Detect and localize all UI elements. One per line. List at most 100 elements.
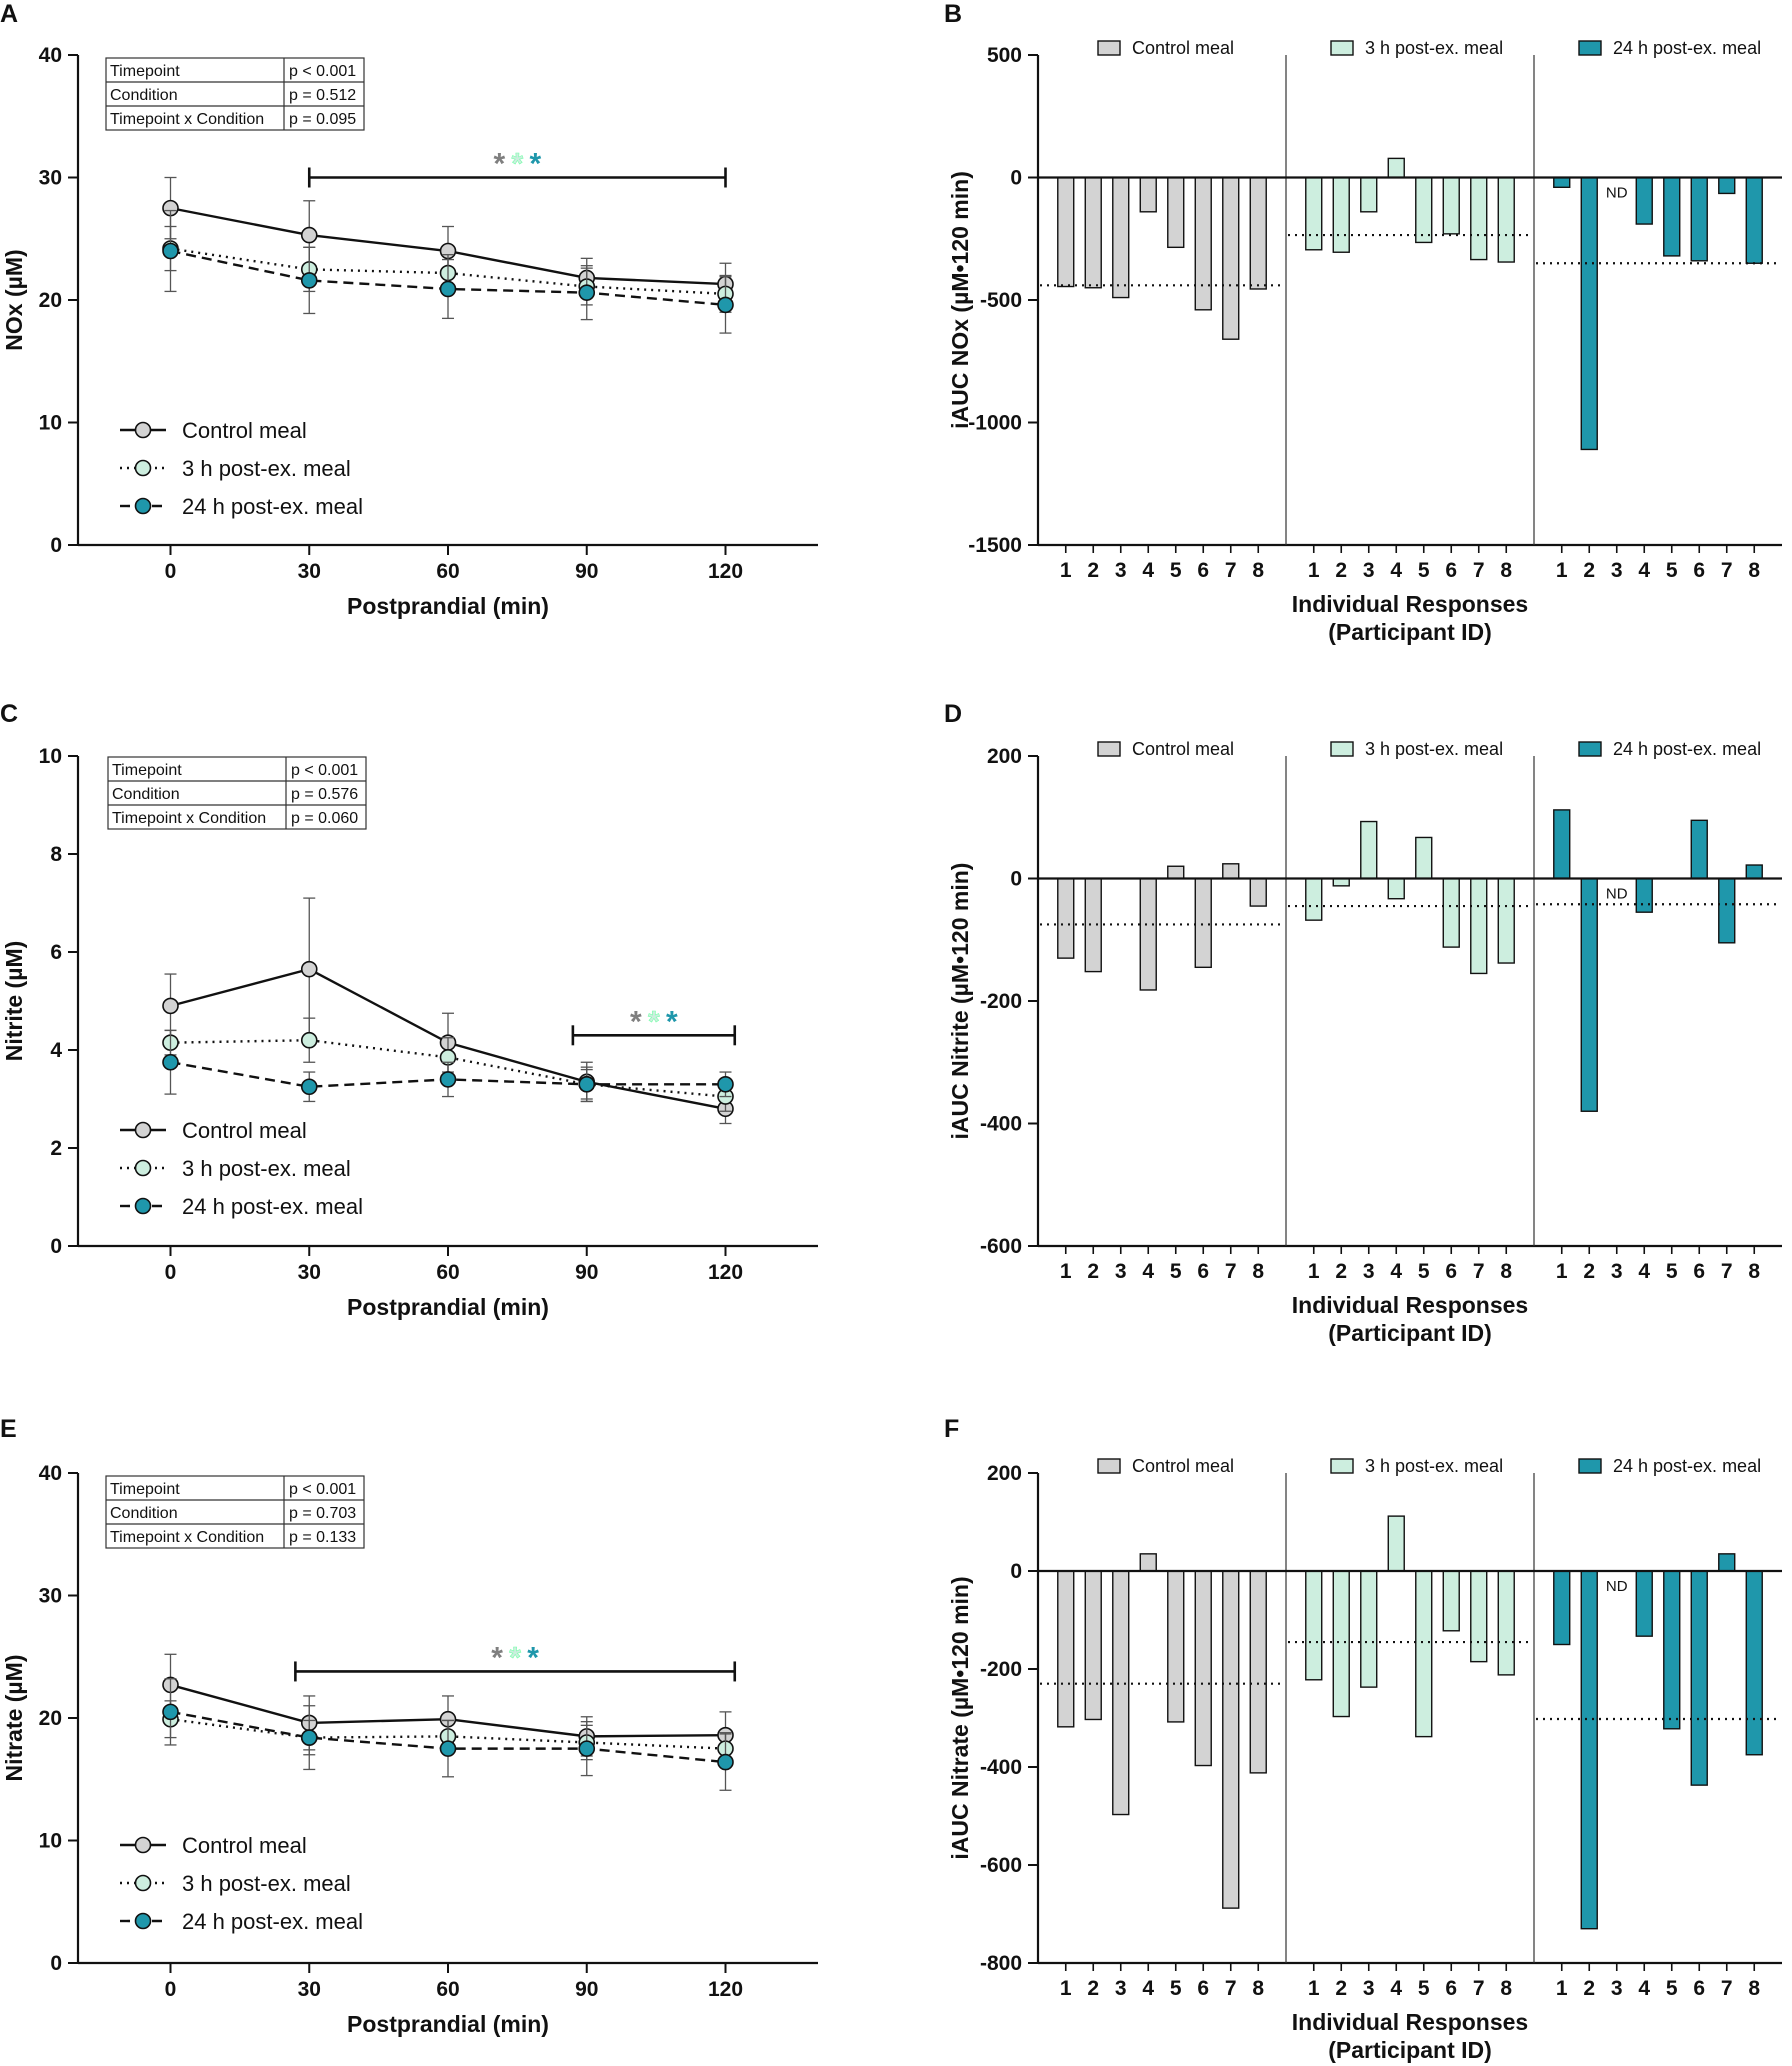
x-tick-label: 3 [1115,559,1127,582]
data-point [162,1703,179,1721]
x-tick-label: 5 [1666,1260,1678,1283]
x-tick-label: 90 [575,1978,598,2001]
legend-label-post3h: 3 h post-ex. meal [1365,1456,1503,1476]
significance-star: * [666,1005,678,1038]
panel-C: C 0 2 4 6 8 10 0 30 60 90 120 Postprandial (min) Nitr… [0,700,818,1320]
bar [1057,877,1075,959]
bar [1745,176,1763,264]
stats-label: Timepoint [112,762,182,779]
y-axis-title: Nitrite (µM) [1,941,27,1062]
data-point [578,284,596,301]
panel-letter: B [944,0,962,28]
x-axis-title: Postprandial (min) [347,1294,549,1320]
legend-marker-post3h [134,1159,152,1177]
stats-label: Condition [110,1505,178,1522]
data-point [300,226,318,244]
x-tick-label: 2 [1087,1977,1099,2000]
bar [1442,176,1460,235]
legend-swatch-control [1097,1458,1121,1474]
x-axis-title: Postprandial (min) [347,593,549,619]
legend-label-control: Control meal [1132,739,1234,759]
bar [1442,1570,1460,1632]
bar [1249,877,1267,907]
x-tick-label: 0 [165,560,177,583]
bar [1084,1570,1102,1721]
bar [1745,1570,1763,1756]
bar [1222,1570,1240,1909]
y-tick-label: 20 [39,289,62,312]
series-post24h [162,209,734,334]
x-tick-label: 90 [575,560,598,583]
x-tick-label: 3 [1363,1260,1375,1283]
legend-label-post24h: 24 h post-ex. meal [182,494,363,519]
bar [1635,1570,1653,1637]
x-tick-label: 30 [298,1978,321,2001]
series-line [170,1718,726,1750]
stats-p-value: p = 0.703 [289,1505,356,1522]
data-point [162,997,179,1015]
bar [1057,1570,1075,1728]
bar [1112,1570,1130,1816]
data-point [300,1729,318,1746]
bar [1635,877,1653,913]
x-tick-label: 8 [1500,559,1512,582]
x-axis-title: Individual Responses [1292,1292,1528,1318]
y-tick-label: -600 [980,1854,1022,1877]
significance-star: * [530,148,542,181]
stats-table: Timepoint p < 0.001 Condition p = 0.512 Time… [105,57,365,131]
bar [1690,1570,1708,1786]
x-tick-label: 7 [1225,1977,1237,2000]
bar [1580,1570,1598,1930]
legend-swatch-post24h [1578,741,1602,757]
x-tick-label: 4 [1390,559,1402,582]
bar [1663,176,1681,257]
x-tick-label: 60 [436,1978,459,2001]
bar [1497,877,1515,964]
significance-star: * [491,1641,503,1674]
group-control: Control meal 1 2 3 4 5 6 7 8 [1040,739,1284,1283]
x-tick-label: 6 [1693,1260,1705,1283]
y-axis-title: NOx (µM) [1,249,27,350]
stats-p-value: p = 0.060 [291,810,358,827]
x-tick-label: 7 [1225,1260,1237,1283]
stats-p-value: p < 0.001 [289,1481,356,1498]
y-tick-label: 4 [50,1039,62,1062]
y-tick-label: 8 [50,843,62,866]
x-tick-label: 2 [1583,1260,1595,1283]
x-tick-label: 7 [1473,559,1485,582]
legend-label-post3h: 3 h post-ex. meal [182,1156,351,1181]
x-tick-label: 4 [1390,1977,1402,2000]
x-tick-label: 2 [1583,559,1595,582]
x-tick-label: 2 [1087,1260,1099,1283]
nd-label: ND [1606,185,1628,202]
stats-p-value: p < 0.001 [291,762,358,779]
x-tick-label: 4 [1142,559,1154,582]
significance-star: * [648,1005,660,1038]
x-tick-label: 6 [1693,1977,1705,2000]
panel-letter: E [0,1415,17,1443]
bar [1332,1570,1350,1718]
legend-label-post3h: 3 h post-ex. meal [182,1871,351,1896]
bar [1470,877,1488,975]
bar [1415,176,1433,244]
group-control: Control meal 1 2 3 4 5 6 7 8 [1040,1456,1284,2000]
y-tick-label: -600 [980,1235,1022,1258]
data-point [300,272,318,289]
x-tick-label: 120 [708,1978,743,2001]
x-tick-label: 3 [1363,1977,1375,2000]
x-tick-label: 5 [1418,559,1430,582]
y-tick-label: 500 [987,44,1022,67]
stats-p-value: p = 0.095 [289,111,356,128]
bar [1057,176,1075,288]
stats-frame [105,57,365,131]
x-tick-label: 30 [298,560,321,583]
bar [1718,176,1736,195]
x-tick-label: 120 [708,1261,743,1284]
bar [1194,877,1212,969]
bar [1249,176,1267,290]
y-tick-label: 6 [50,941,62,964]
bar [1690,176,1708,262]
legend-swatch-post24h [1578,1458,1602,1474]
